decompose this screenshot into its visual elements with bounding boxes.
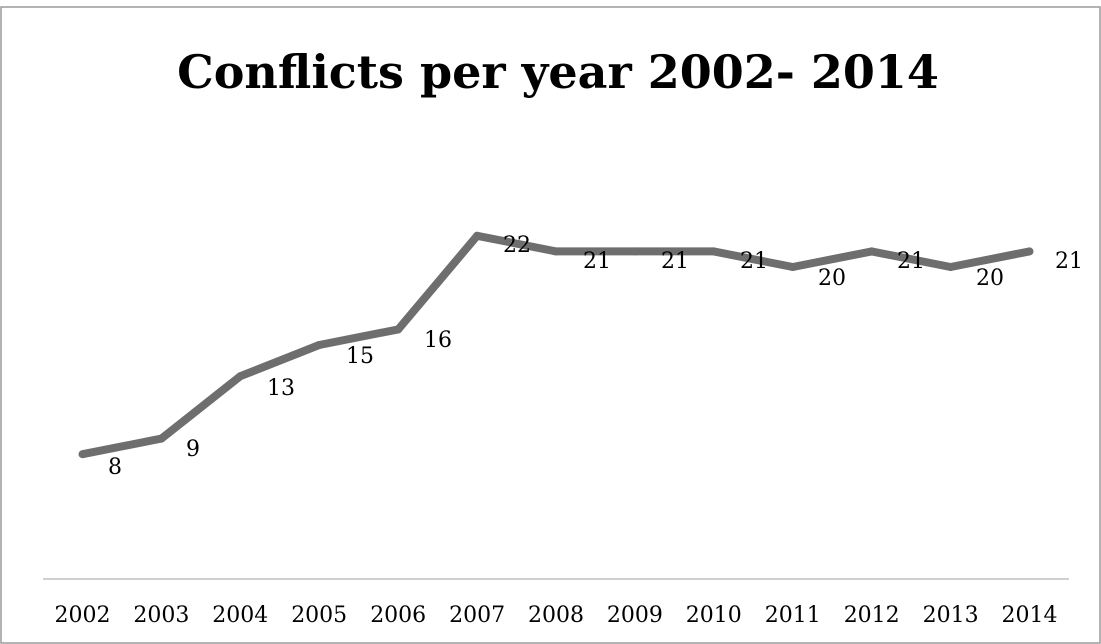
data-label-2013: 20 [976,266,1004,291]
data-point-2006 [394,325,403,334]
x-tick-label-2010: 2010 [686,603,742,628]
x-tick-label-2002: 2002 [55,603,111,628]
data-label-2007: 22 [503,233,531,258]
x-tick-label-2004: 2004 [212,603,268,628]
data-label-2003: 9 [186,437,200,462]
data-point-2005 [315,341,324,349]
data-label-2010: 21 [740,249,768,274]
x-tick-label-2014: 2014 [1002,603,1058,628]
x-tick-labels: 2002 2003 2004 2005 2006 2007 2008 2009 2010 2011… [55,603,1058,628]
x-tick-label-2011: 2011 [765,603,821,628]
data-label-2006: 16 [424,328,452,353]
data-label-2009: 21 [661,249,689,274]
x-tick-label-2005: 2005 [291,603,347,628]
data-point-2007 [473,231,482,240]
x-tick-label-2013: 2013 [923,603,979,628]
data-label-2008: 21 [583,249,611,274]
data-point-2013 [946,263,955,271]
chart-title: Conflicts per year 2002- 2014 [177,45,939,99]
data-point-2004 [236,372,245,381]
data-label-2002: 8 [108,455,122,480]
x-tick-label-2008: 2008 [528,603,584,628]
x-tick-label-2012: 2012 [844,603,900,628]
series-group [78,231,1034,459]
chart-border [0,6,1101,644]
data-label-2011: 20 [818,266,846,291]
data-labels-group: 8 9 13 15 16 22 21 21 21 20 21 20 21 [108,233,1083,480]
data-point-2012 [867,247,876,256]
data-point-2003 [157,434,166,443]
data-label-2004: 13 [267,376,295,401]
data-label-2012: 21 [897,249,925,274]
x-tick-label-2003: 2003 [133,603,189,628]
data-point-2002 [78,450,87,459]
data-point-2011 [788,263,797,271]
data-point-2008 [552,247,560,256]
data-label-2005: 15 [346,344,374,369]
data-point-2014 [1025,247,1034,256]
x-tick-label-2006: 2006 [370,603,426,628]
data-point-2010 [709,247,718,256]
data-point-2009 [630,247,639,256]
data-label-2014: 21 [1055,249,1083,274]
x-tick-label-2007: 2007 [449,603,505,628]
x-tick-label-2009: 2009 [607,603,663,628]
